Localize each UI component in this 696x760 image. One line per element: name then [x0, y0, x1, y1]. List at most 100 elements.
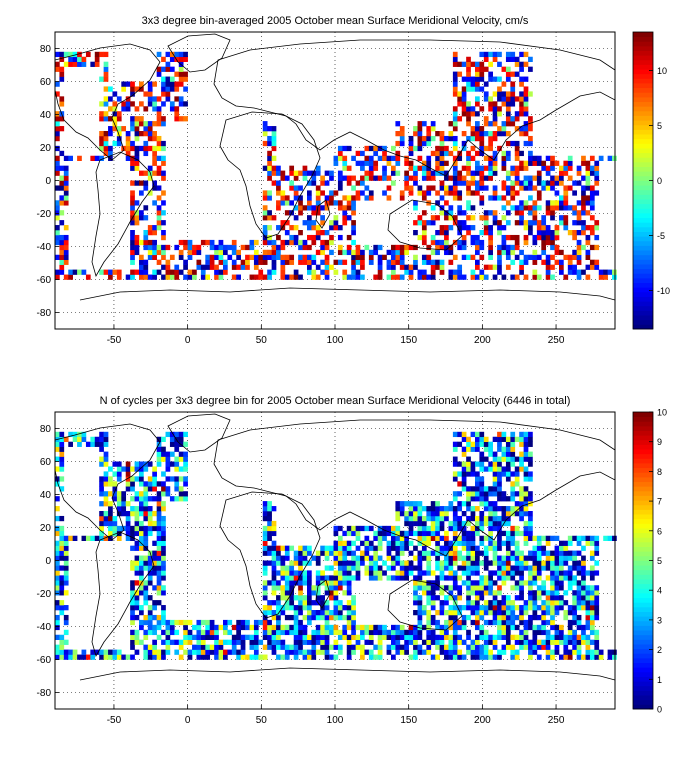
heatmap-cell	[470, 205, 476, 211]
heatmap-cell	[532, 220, 538, 226]
heatmap-cell	[475, 441, 480, 447]
heatmap-cell	[457, 220, 463, 226]
heatmap-cell	[289, 225, 295, 231]
heatmap-cell	[253, 249, 259, 256]
heatmap-cell	[103, 535, 109, 541]
heatmap-cell	[289, 254, 295, 260]
heatmap-cell	[333, 225, 339, 231]
heatmap-cell	[563, 654, 569, 660]
heatmap-cell	[439, 525, 445, 532]
heatmap-cell	[355, 624, 361, 631]
heatmap-cell	[99, 476, 104, 482]
heatmap-cell	[324, 254, 330, 260]
heatmap-cell	[505, 76, 511, 82]
heatmap-cell	[139, 461, 144, 467]
heatmap-cell	[289, 624, 295, 631]
heatmap-cell	[475, 525, 480, 532]
heatmap-cell	[337, 150, 343, 157]
heatmap-cell	[174, 431, 180, 438]
heatmap-cell	[293, 225, 299, 231]
heatmap-cell	[346, 205, 352, 211]
heatmap-cell	[399, 535, 405, 541]
heatmap-cell	[466, 644, 471, 650]
heatmap-cell	[223, 249, 228, 256]
heatmap-cell	[470, 496, 476, 502]
heatmap-cell	[395, 629, 401, 636]
heatmap-cell	[156, 565, 162, 571]
heatmap-cell	[585, 274, 591, 280]
heatmap-cell	[368, 634, 374, 640]
heatmap-cell	[514, 511, 520, 517]
heatmap-cell	[329, 225, 334, 231]
heatmap-cell	[223, 649, 228, 655]
heatmap-cell	[466, 590, 471, 596]
heatmap-cell	[528, 461, 533, 467]
heatmap-cell	[187, 619, 193, 626]
heatmap-cell	[413, 126, 418, 132]
heatmap-cell	[488, 175, 493, 181]
heatmap-cell	[417, 535, 423, 541]
heatmap-cell	[262, 259, 268, 265]
heatmap-cell	[360, 274, 365, 280]
heatmap-cell	[293, 575, 299, 581]
heatmap-cell	[505, 614, 511, 621]
heatmap-cell	[444, 619, 449, 626]
heatmap-cell	[492, 121, 498, 127]
heatmap-cell	[501, 446, 507, 452]
heatmap-cell	[492, 195, 498, 201]
heatmap-cell	[116, 476, 122, 482]
heatmap-cell	[550, 185, 555, 191]
heatmap-cell	[510, 51, 516, 58]
colorbar-segment	[633, 606, 653, 612]
heatmap-cell	[457, 654, 463, 660]
heatmap-cell	[483, 634, 489, 640]
heatmap-cell	[470, 131, 476, 137]
heatmap-cell	[541, 580, 547, 586]
colorbar-segment	[633, 467, 653, 473]
heatmap-cell	[231, 634, 237, 640]
heatmap-cell	[161, 530, 166, 537]
heatmap-cell	[298, 624, 303, 631]
heatmap-cell	[488, 195, 493, 201]
heatmap-cell	[563, 215, 569, 221]
heatmap-cell	[143, 239, 149, 246]
heatmap-cell	[99, 456, 104, 462]
heatmap-cell	[267, 530, 272, 537]
heatmap-cell	[298, 610, 303, 616]
heatmap-cell	[554, 634, 560, 640]
heatmap-cell	[249, 639, 255, 645]
heatmap-cell	[585, 600, 591, 606]
colorbar-segment	[633, 161, 653, 167]
heatmap-cell	[315, 249, 321, 256]
heatmap-cell	[108, 515, 113, 522]
heatmap-cell	[541, 239, 547, 246]
heatmap-cell	[165, 461, 171, 467]
heatmap-cell	[497, 269, 502, 275]
heatmap-cell	[156, 550, 162, 556]
heatmap-cell	[139, 639, 144, 645]
heatmap-cell	[152, 639, 157, 645]
heatmap-cell	[55, 649, 60, 655]
heatmap-cell	[559, 170, 564, 176]
heatmap-cell	[231, 249, 237, 256]
heatmap-cell	[386, 175, 392, 181]
heatmap-cell	[298, 634, 303, 640]
heatmap-cell	[231, 259, 237, 265]
heatmap-cell	[395, 249, 401, 256]
heatmap-cell	[497, 51, 502, 58]
heatmap-cell	[470, 585, 476, 591]
heatmap-cell	[307, 259, 312, 265]
heatmap-cell	[174, 466, 180, 472]
heatmap-cell	[483, 56, 489, 62]
heatmap-cell	[492, 160, 498, 166]
heatmap-cell	[147, 96, 153, 102]
heatmap-cell	[298, 210, 303, 216]
heatmap-cell	[174, 274, 180, 280]
heatmap-cell	[320, 649, 325, 655]
heatmap-cell	[497, 61, 502, 67]
heatmap-cell	[519, 264, 524, 270]
heatmap-cell	[85, 654, 91, 660]
heatmap-cell	[514, 555, 520, 561]
colorbar-segment	[633, 435, 653, 441]
heatmap-cell	[147, 506, 153, 512]
